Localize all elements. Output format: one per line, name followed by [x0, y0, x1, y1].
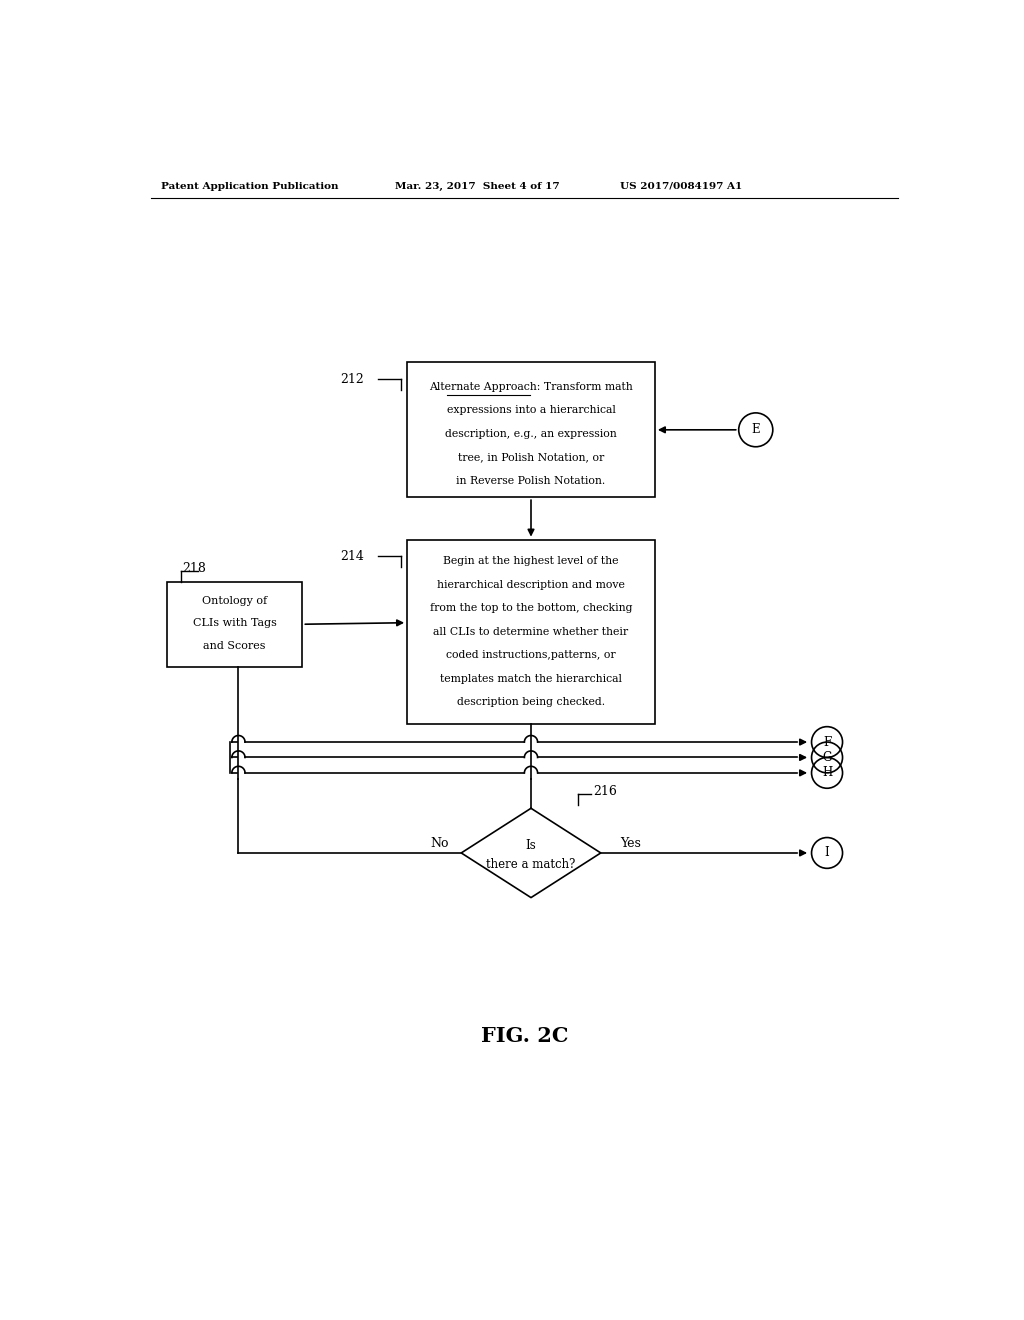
Text: No: No [430, 837, 449, 850]
Text: Alternate Approach: Transform math: Alternate Approach: Transform math [429, 381, 633, 392]
Text: from the top to the bottom, checking: from the top to the bottom, checking [430, 603, 632, 614]
Text: 216: 216 [593, 785, 616, 797]
Text: and Scores: and Scores [204, 642, 266, 651]
FancyBboxPatch shape [407, 363, 655, 498]
FancyBboxPatch shape [407, 540, 655, 725]
Text: FIG. 2C: FIG. 2C [481, 1026, 568, 1047]
Text: hierarchical description and move: hierarchical description and move [437, 579, 625, 590]
Text: G: G [822, 751, 831, 764]
Text: Begin at the highest level of the: Begin at the highest level of the [443, 557, 618, 566]
Text: description, e.g., an expression: description, e.g., an expression [445, 429, 616, 438]
Text: 214: 214 [341, 550, 365, 564]
Text: F: F [823, 735, 831, 748]
Text: Is: Is [525, 838, 537, 851]
Text: expressions into a hierarchical: expressions into a hierarchical [446, 405, 615, 416]
Text: H: H [822, 767, 833, 779]
Text: 218: 218 [182, 561, 206, 574]
Text: I: I [824, 846, 829, 859]
Text: tree, in Polish Notation, or: tree, in Polish Notation, or [458, 453, 604, 462]
Text: there a match?: there a match? [486, 858, 575, 871]
Text: E: E [752, 424, 760, 437]
Text: Patent Application Publication: Patent Application Publication [161, 182, 338, 190]
Text: templates match the hierarchical: templates match the hierarchical [440, 675, 622, 684]
FancyBboxPatch shape [167, 582, 302, 667]
Text: 212: 212 [341, 372, 365, 385]
Text: CLIs with Tags: CLIs with Tags [193, 619, 276, 628]
Text: coded instructions,patterns, or: coded instructions,patterns, or [446, 651, 615, 660]
Text: Ontology of: Ontology of [202, 595, 267, 606]
Text: Mar. 23, 2017  Sheet 4 of 17: Mar. 23, 2017 Sheet 4 of 17 [395, 182, 560, 190]
Polygon shape [461, 808, 601, 898]
Text: Yes: Yes [620, 837, 641, 850]
Text: US 2017/0084197 A1: US 2017/0084197 A1 [621, 182, 742, 190]
Text: description being checked.: description being checked. [457, 697, 605, 708]
Text: in Reverse Polish Notation.: in Reverse Polish Notation. [457, 475, 605, 486]
Text: all CLIs to determine whether their: all CLIs to determine whether their [433, 627, 629, 638]
